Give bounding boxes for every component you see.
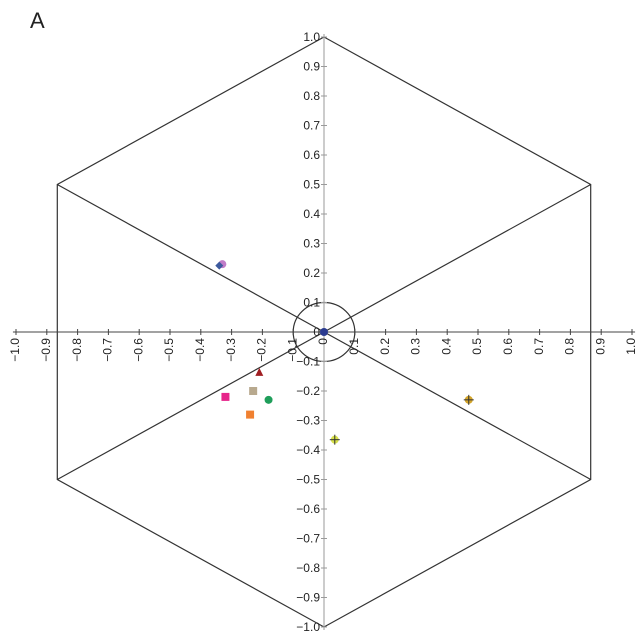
x-tick-label: 0.4 <box>439 338 453 355</box>
x-tick-label: −1.0 <box>8 338 22 362</box>
data-point <box>320 328 328 336</box>
x-tick-label: 0.8 <box>563 338 577 355</box>
data-point <box>215 261 224 270</box>
x-tick-label: 0.6 <box>501 338 515 355</box>
y-tick-label: −0.1 <box>296 355 320 369</box>
hexagon-spoke <box>323 331 592 481</box>
x-tick-label: 0.1 <box>347 338 361 355</box>
hexagon-spoke <box>56 183 325 333</box>
data-point <box>463 394 474 405</box>
data-point <box>249 387 258 395</box>
data-point <box>246 410 255 419</box>
x-tick-label: −0.3 <box>224 338 238 362</box>
x-tick-label: −0.5 <box>162 338 176 362</box>
y-tick-label: 0.1 <box>303 296 320 310</box>
y-tick-label: −1.0 <box>296 620 320 634</box>
y-tick-label: −0.8 <box>296 561 320 575</box>
y-tick-label: 0.8 <box>303 89 320 103</box>
y-tick-label: 0.2 <box>303 266 320 280</box>
panel-label: A <box>30 8 45 33</box>
x-tick-label: 0.3 <box>409 338 423 355</box>
x-tick-label: −0.2 <box>255 338 269 362</box>
x-tick-label: −0.7 <box>101 338 115 362</box>
x-tick-label: 0.2 <box>378 338 392 355</box>
data-point <box>329 434 340 445</box>
y-tick-label: 0 <box>313 325 320 339</box>
y-tick-label: −0.4 <box>296 443 320 457</box>
y-tick-label: 0.9 <box>303 60 320 74</box>
hexagon-spoke <box>323 183 592 333</box>
y-tick-label: −0.6 <box>296 502 320 516</box>
y-tick-label: −0.7 <box>296 532 320 546</box>
y-tick-label: −0.3 <box>296 414 320 428</box>
x-tick-label: 0.9 <box>593 338 607 355</box>
x-tick-label: −0.8 <box>70 338 84 362</box>
y-tick-label: −0.9 <box>296 591 320 605</box>
data-point <box>221 392 230 401</box>
y-tick-label: 0.5 <box>303 178 320 192</box>
y-tick-label: −0.2 <box>296 384 320 398</box>
y-tick-label: 0.6 <box>303 148 320 162</box>
x-tick-label: −0.6 <box>131 338 145 362</box>
y-tick-label: 0.4 <box>303 207 320 221</box>
y-tick-label: 0.3 <box>303 237 320 251</box>
x-tick-label: 1.0 <box>624 338 638 355</box>
data-point <box>255 367 264 376</box>
x-tick-label: 0 <box>316 338 330 345</box>
x-tick-label: −0.1 <box>285 338 299 362</box>
x-tick-label: 0.5 <box>470 338 484 355</box>
data-point <box>264 395 273 404</box>
y-tick-label: −0.5 <box>296 473 320 487</box>
y-tick-label: 0.7 <box>303 119 320 133</box>
hexagon-spoke <box>56 331 325 481</box>
x-tick-label: 0.7 <box>532 338 546 355</box>
x-tick-label: −0.4 <box>193 338 207 362</box>
x-tick-label: −0.9 <box>39 338 53 362</box>
y-tick-label: 1.0 <box>303 30 320 44</box>
